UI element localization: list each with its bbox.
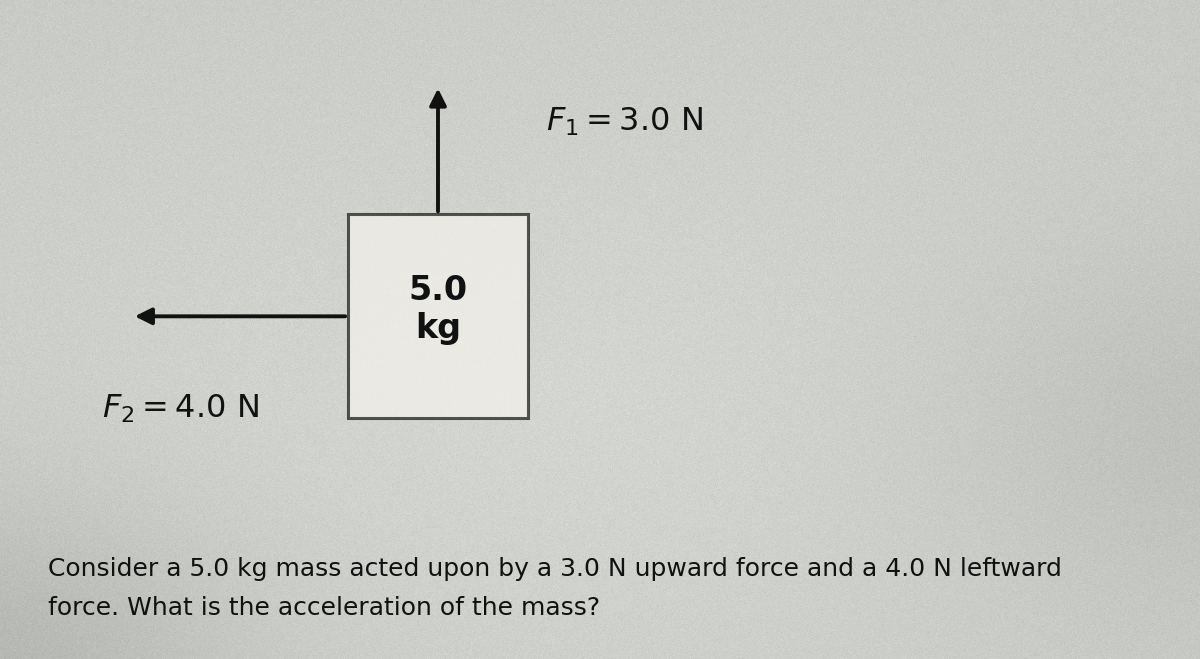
Text: $\mathit{F}_1 = 3.0\ \mathrm{N}$: $\mathit{F}_1 = 3.0\ \mathrm{N}$ xyxy=(546,105,703,138)
Text: Consider a 5.0 kg mass acted upon by a 3.0 N upward force and a 4.0 N leftward
f: Consider a 5.0 kg mass acted upon by a 3… xyxy=(48,557,1062,620)
Text: $\mathit{F}_2 = 4.0\ \mathrm{N}$: $\mathit{F}_2 = 4.0\ \mathrm{N}$ xyxy=(102,392,259,424)
Bar xyxy=(348,214,528,418)
Text: 5.0
kg: 5.0 kg xyxy=(408,274,468,345)
